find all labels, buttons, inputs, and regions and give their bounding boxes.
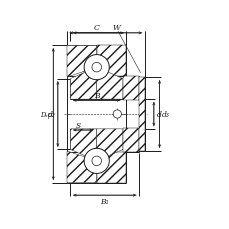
Polygon shape <box>96 152 126 183</box>
Polygon shape <box>96 46 126 77</box>
Polygon shape <box>96 68 123 100</box>
Circle shape <box>92 63 101 73</box>
Text: B₁: B₁ <box>100 197 109 205</box>
Polygon shape <box>70 68 96 100</box>
Text: d₃: d₃ <box>161 111 169 118</box>
Circle shape <box>92 156 101 166</box>
Text: S: S <box>76 122 81 130</box>
Text: Dₛp: Dₛp <box>40 111 52 118</box>
Polygon shape <box>70 129 96 161</box>
Bar <box>123 76 138 100</box>
Circle shape <box>113 110 121 119</box>
Polygon shape <box>96 129 123 161</box>
Text: C: C <box>93 24 99 32</box>
Text: B: B <box>93 92 99 100</box>
Circle shape <box>84 55 109 80</box>
Bar <box>138 78 144 151</box>
Circle shape <box>84 149 109 174</box>
Text: d: d <box>156 111 161 118</box>
Text: d₂: d₂ <box>48 111 56 118</box>
Bar <box>123 129 138 153</box>
Polygon shape <box>67 152 96 183</box>
Polygon shape <box>67 46 96 77</box>
Text: W: W <box>112 24 120 32</box>
